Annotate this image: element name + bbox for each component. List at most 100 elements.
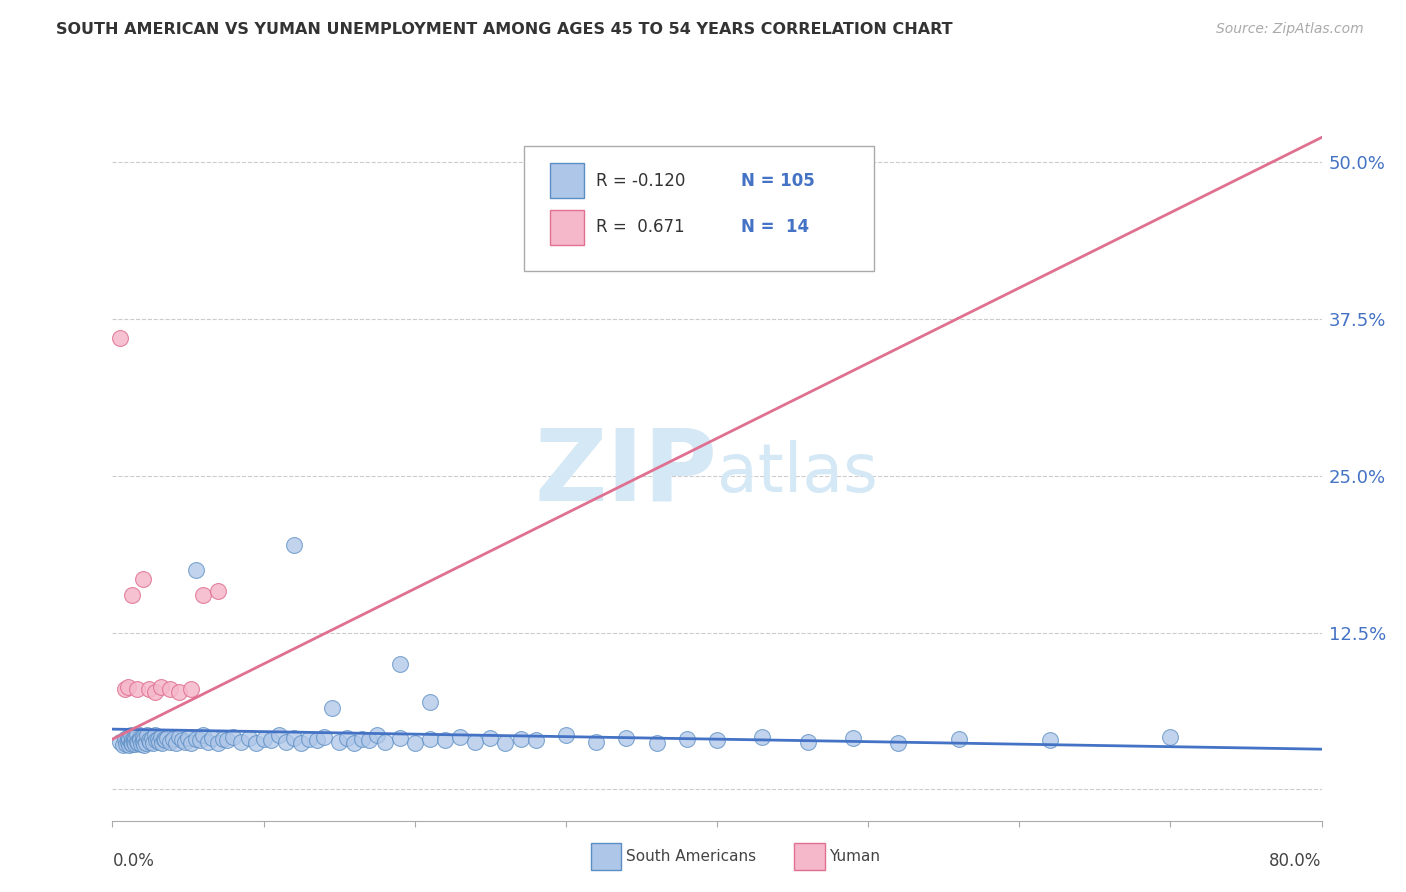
Text: Source: ZipAtlas.com: Source: ZipAtlas.com bbox=[1216, 22, 1364, 37]
Point bbox=[139, 734, 162, 748]
Point bbox=[180, 736, 202, 750]
Point bbox=[217, 733, 239, 747]
Point bbox=[127, 736, 149, 750]
Point bbox=[120, 728, 142, 742]
Point bbox=[245, 736, 267, 750]
Point bbox=[142, 736, 165, 750]
Point bbox=[366, 728, 388, 742]
Point bbox=[464, 734, 486, 748]
Point bbox=[177, 731, 200, 745]
Point bbox=[108, 331, 131, 345]
Text: R = -0.120: R = -0.120 bbox=[596, 171, 686, 189]
Point bbox=[359, 733, 381, 747]
Point bbox=[419, 732, 441, 747]
Point bbox=[201, 731, 224, 745]
Point bbox=[174, 734, 197, 748]
Point bbox=[253, 732, 276, 747]
Point bbox=[159, 681, 181, 696]
Point bbox=[948, 732, 970, 747]
Point bbox=[128, 731, 150, 745]
Point bbox=[141, 731, 163, 745]
Point bbox=[188, 733, 211, 747]
Point bbox=[120, 736, 142, 750]
Point bbox=[343, 736, 366, 750]
Point bbox=[117, 730, 139, 744]
Point bbox=[751, 730, 773, 744]
Point bbox=[121, 737, 143, 751]
Point bbox=[136, 728, 159, 742]
Point bbox=[479, 731, 502, 745]
Point bbox=[149, 680, 172, 694]
Point bbox=[132, 572, 155, 586]
Point bbox=[675, 732, 697, 747]
Point bbox=[125, 727, 148, 741]
Point bbox=[524, 733, 547, 747]
Point bbox=[290, 736, 312, 750]
Point bbox=[276, 734, 298, 748]
Point bbox=[374, 734, 396, 748]
Point bbox=[283, 731, 305, 745]
Point bbox=[167, 684, 190, 698]
Point bbox=[114, 681, 136, 696]
Point bbox=[124, 737, 146, 751]
Point bbox=[129, 737, 152, 751]
Text: 80.0%: 80.0% bbox=[1270, 852, 1322, 870]
FancyBboxPatch shape bbox=[523, 145, 875, 271]
Point bbox=[138, 681, 160, 696]
Point bbox=[143, 684, 166, 698]
Point bbox=[184, 563, 207, 577]
Point bbox=[184, 732, 207, 747]
Point bbox=[645, 736, 668, 750]
Point bbox=[336, 731, 359, 745]
Point bbox=[145, 733, 167, 747]
Point bbox=[118, 732, 141, 747]
Point bbox=[118, 739, 141, 753]
Point bbox=[706, 733, 728, 747]
Point bbox=[115, 737, 138, 751]
Point bbox=[321, 701, 343, 715]
Point bbox=[404, 736, 426, 750]
Point bbox=[222, 730, 245, 744]
Point bbox=[162, 732, 184, 747]
Text: SOUTH AMERICAN VS YUMAN UNEMPLOYMENT AMONG AGES 45 TO 54 YEARS CORRELATION CHART: SOUTH AMERICAN VS YUMAN UNEMPLOYMENT AMO… bbox=[56, 22, 953, 37]
Point bbox=[134, 739, 156, 753]
Point bbox=[167, 730, 190, 744]
Point bbox=[117, 680, 139, 694]
Point bbox=[197, 734, 219, 748]
Point bbox=[134, 732, 156, 747]
Point bbox=[156, 731, 179, 745]
Point bbox=[554, 728, 576, 742]
Point bbox=[108, 734, 131, 748]
Point bbox=[114, 732, 136, 747]
FancyBboxPatch shape bbox=[550, 210, 583, 244]
Point bbox=[148, 734, 170, 748]
Point bbox=[121, 588, 143, 602]
Point bbox=[585, 734, 607, 748]
Text: R =  0.671: R = 0.671 bbox=[596, 219, 685, 236]
Point bbox=[616, 731, 638, 745]
Point bbox=[132, 734, 155, 748]
Point bbox=[1159, 730, 1181, 744]
Point bbox=[509, 732, 531, 747]
Point bbox=[842, 731, 865, 745]
Point bbox=[132, 730, 155, 744]
Point bbox=[155, 733, 177, 747]
Point bbox=[149, 730, 172, 744]
Point bbox=[449, 730, 471, 744]
Text: N =  14: N = 14 bbox=[741, 219, 810, 236]
Point bbox=[112, 739, 135, 753]
Point bbox=[260, 733, 283, 747]
Text: Yuman: Yuman bbox=[830, 849, 880, 863]
Point bbox=[135, 736, 157, 750]
Point bbox=[328, 734, 350, 748]
Point bbox=[128, 733, 150, 747]
Point bbox=[267, 728, 290, 742]
Point bbox=[305, 733, 328, 747]
Point bbox=[153, 732, 176, 747]
Point bbox=[207, 584, 229, 599]
Point bbox=[125, 681, 148, 696]
Point bbox=[117, 734, 139, 748]
Point bbox=[122, 734, 145, 748]
Point bbox=[314, 730, 336, 744]
Point bbox=[170, 733, 193, 747]
